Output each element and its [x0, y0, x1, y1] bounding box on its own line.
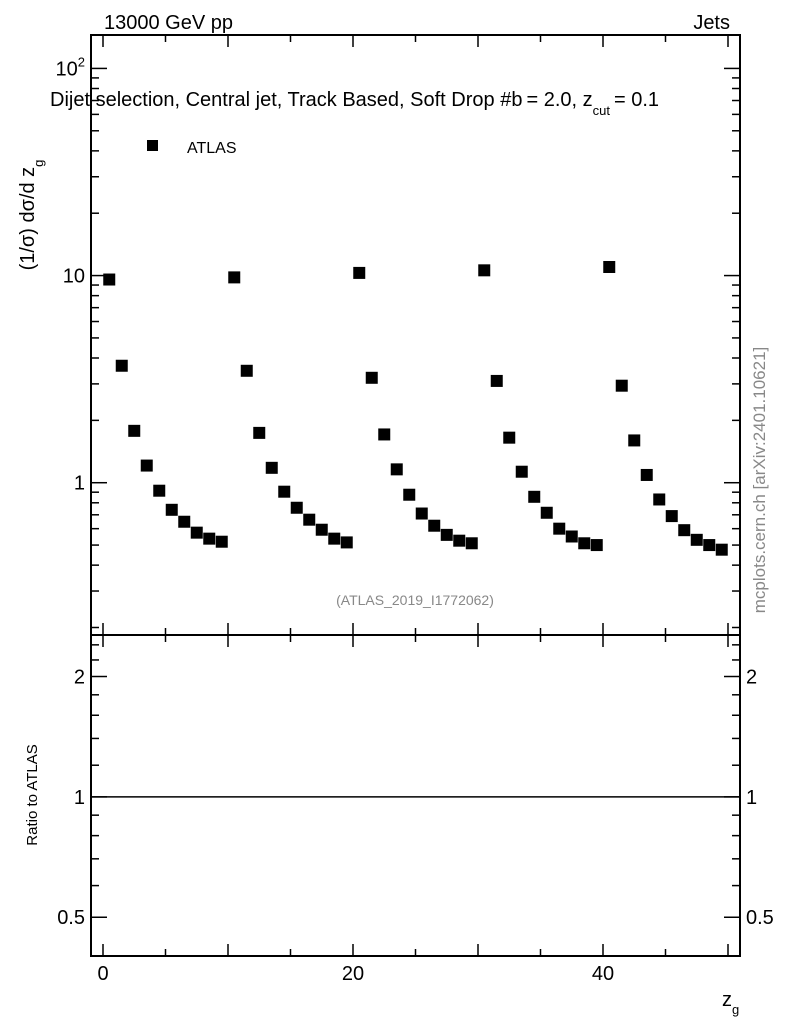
data-point — [340, 536, 353, 549]
data-point — [215, 535, 228, 548]
data-point — [553, 522, 566, 535]
data-point — [703, 539, 716, 552]
y-tick-label: 102 — [56, 54, 85, 80]
y-tick-label: 1 — [74, 473, 85, 495]
y-axis-label: (1/σ) dσ/d zg — [17, 160, 46, 271]
y-tick-label-right: 1 — [746, 787, 757, 809]
plot-frame — [90, 634, 741, 957]
data-point — [240, 364, 253, 377]
data-point — [540, 506, 553, 519]
data-point — [515, 465, 528, 478]
data-point — [278, 485, 291, 498]
x-tick-label: 0 — [97, 963, 108, 985]
x-axis-label: zg — [722, 989, 739, 1017]
data-point — [228, 271, 241, 284]
data-point — [715, 543, 728, 556]
data-point — [303, 513, 316, 526]
analysis-id: (ATLAS_2019_I1772062) — [336, 592, 494, 608]
data-point — [628, 434, 641, 447]
x-tick-label: 40 — [592, 963, 614, 985]
header-left: 13000 GeV pp — [104, 12, 233, 34]
ratio-panel: 0.5 0.51 12 20 20 40 — [57, 634, 774, 985]
data-point — [428, 519, 441, 532]
data-point — [465, 537, 478, 550]
data-point — [365, 371, 378, 384]
data-point — [390, 463, 403, 476]
header-right: Jets — [693, 12, 730, 34]
data-point — [440, 528, 453, 541]
y-tick-label: 2 — [74, 667, 85, 689]
y-tick-label: 10 — [63, 266, 85, 288]
data-point — [415, 507, 428, 520]
data-point — [678, 524, 691, 537]
data-point — [665, 510, 678, 523]
data-point — [165, 503, 178, 516]
data-point — [640, 468, 653, 481]
data-point — [140, 459, 153, 472]
data-point — [265, 461, 278, 474]
data-point — [290, 501, 303, 514]
data-point — [115, 359, 128, 372]
y-tick-label: 1 — [74, 787, 85, 809]
data-point — [615, 379, 628, 392]
data-point — [565, 530, 578, 543]
data-point — [328, 532, 341, 545]
data-point — [490, 374, 503, 387]
legend-marker-atlas — [147, 140, 158, 151]
x-tick-label: 20 — [342, 963, 364, 985]
data-point — [153, 484, 166, 497]
data-point — [103, 273, 116, 286]
data-point — [128, 424, 141, 437]
data-point — [578, 537, 591, 550]
y-tick-label: 0.5 — [57, 907, 85, 929]
data-point — [378, 428, 391, 441]
side-label: mcplots.cern.ch [arXiv:2401.10621] — [750, 347, 769, 613]
data-point — [203, 532, 216, 545]
data-point — [603, 260, 616, 273]
data-point — [403, 488, 416, 501]
data-point — [253, 426, 266, 439]
main-panel: 1 10 102 — [56, 34, 741, 636]
data-point — [315, 523, 328, 536]
data-point — [190, 526, 203, 539]
plot-frame — [90, 34, 741, 636]
data-point — [353, 266, 366, 279]
y-tick-label-right: 2 — [746, 667, 757, 689]
data-point — [453, 534, 466, 547]
data-point — [178, 515, 191, 528]
data-point — [528, 490, 541, 503]
y-tick-label-right: 0.5 — [746, 907, 774, 929]
data-point — [478, 264, 491, 277]
data-point — [690, 533, 703, 546]
data-point — [653, 493, 666, 506]
data-point — [503, 431, 516, 444]
ratio-y-axis-label: Ratio to ATLAS — [24, 744, 41, 845]
data-point — [590, 539, 603, 552]
plot-title: Dijet selection, Central jet, Track Base… — [50, 89, 659, 118]
legend-label-atlas: ATLAS — [187, 140, 237, 157]
